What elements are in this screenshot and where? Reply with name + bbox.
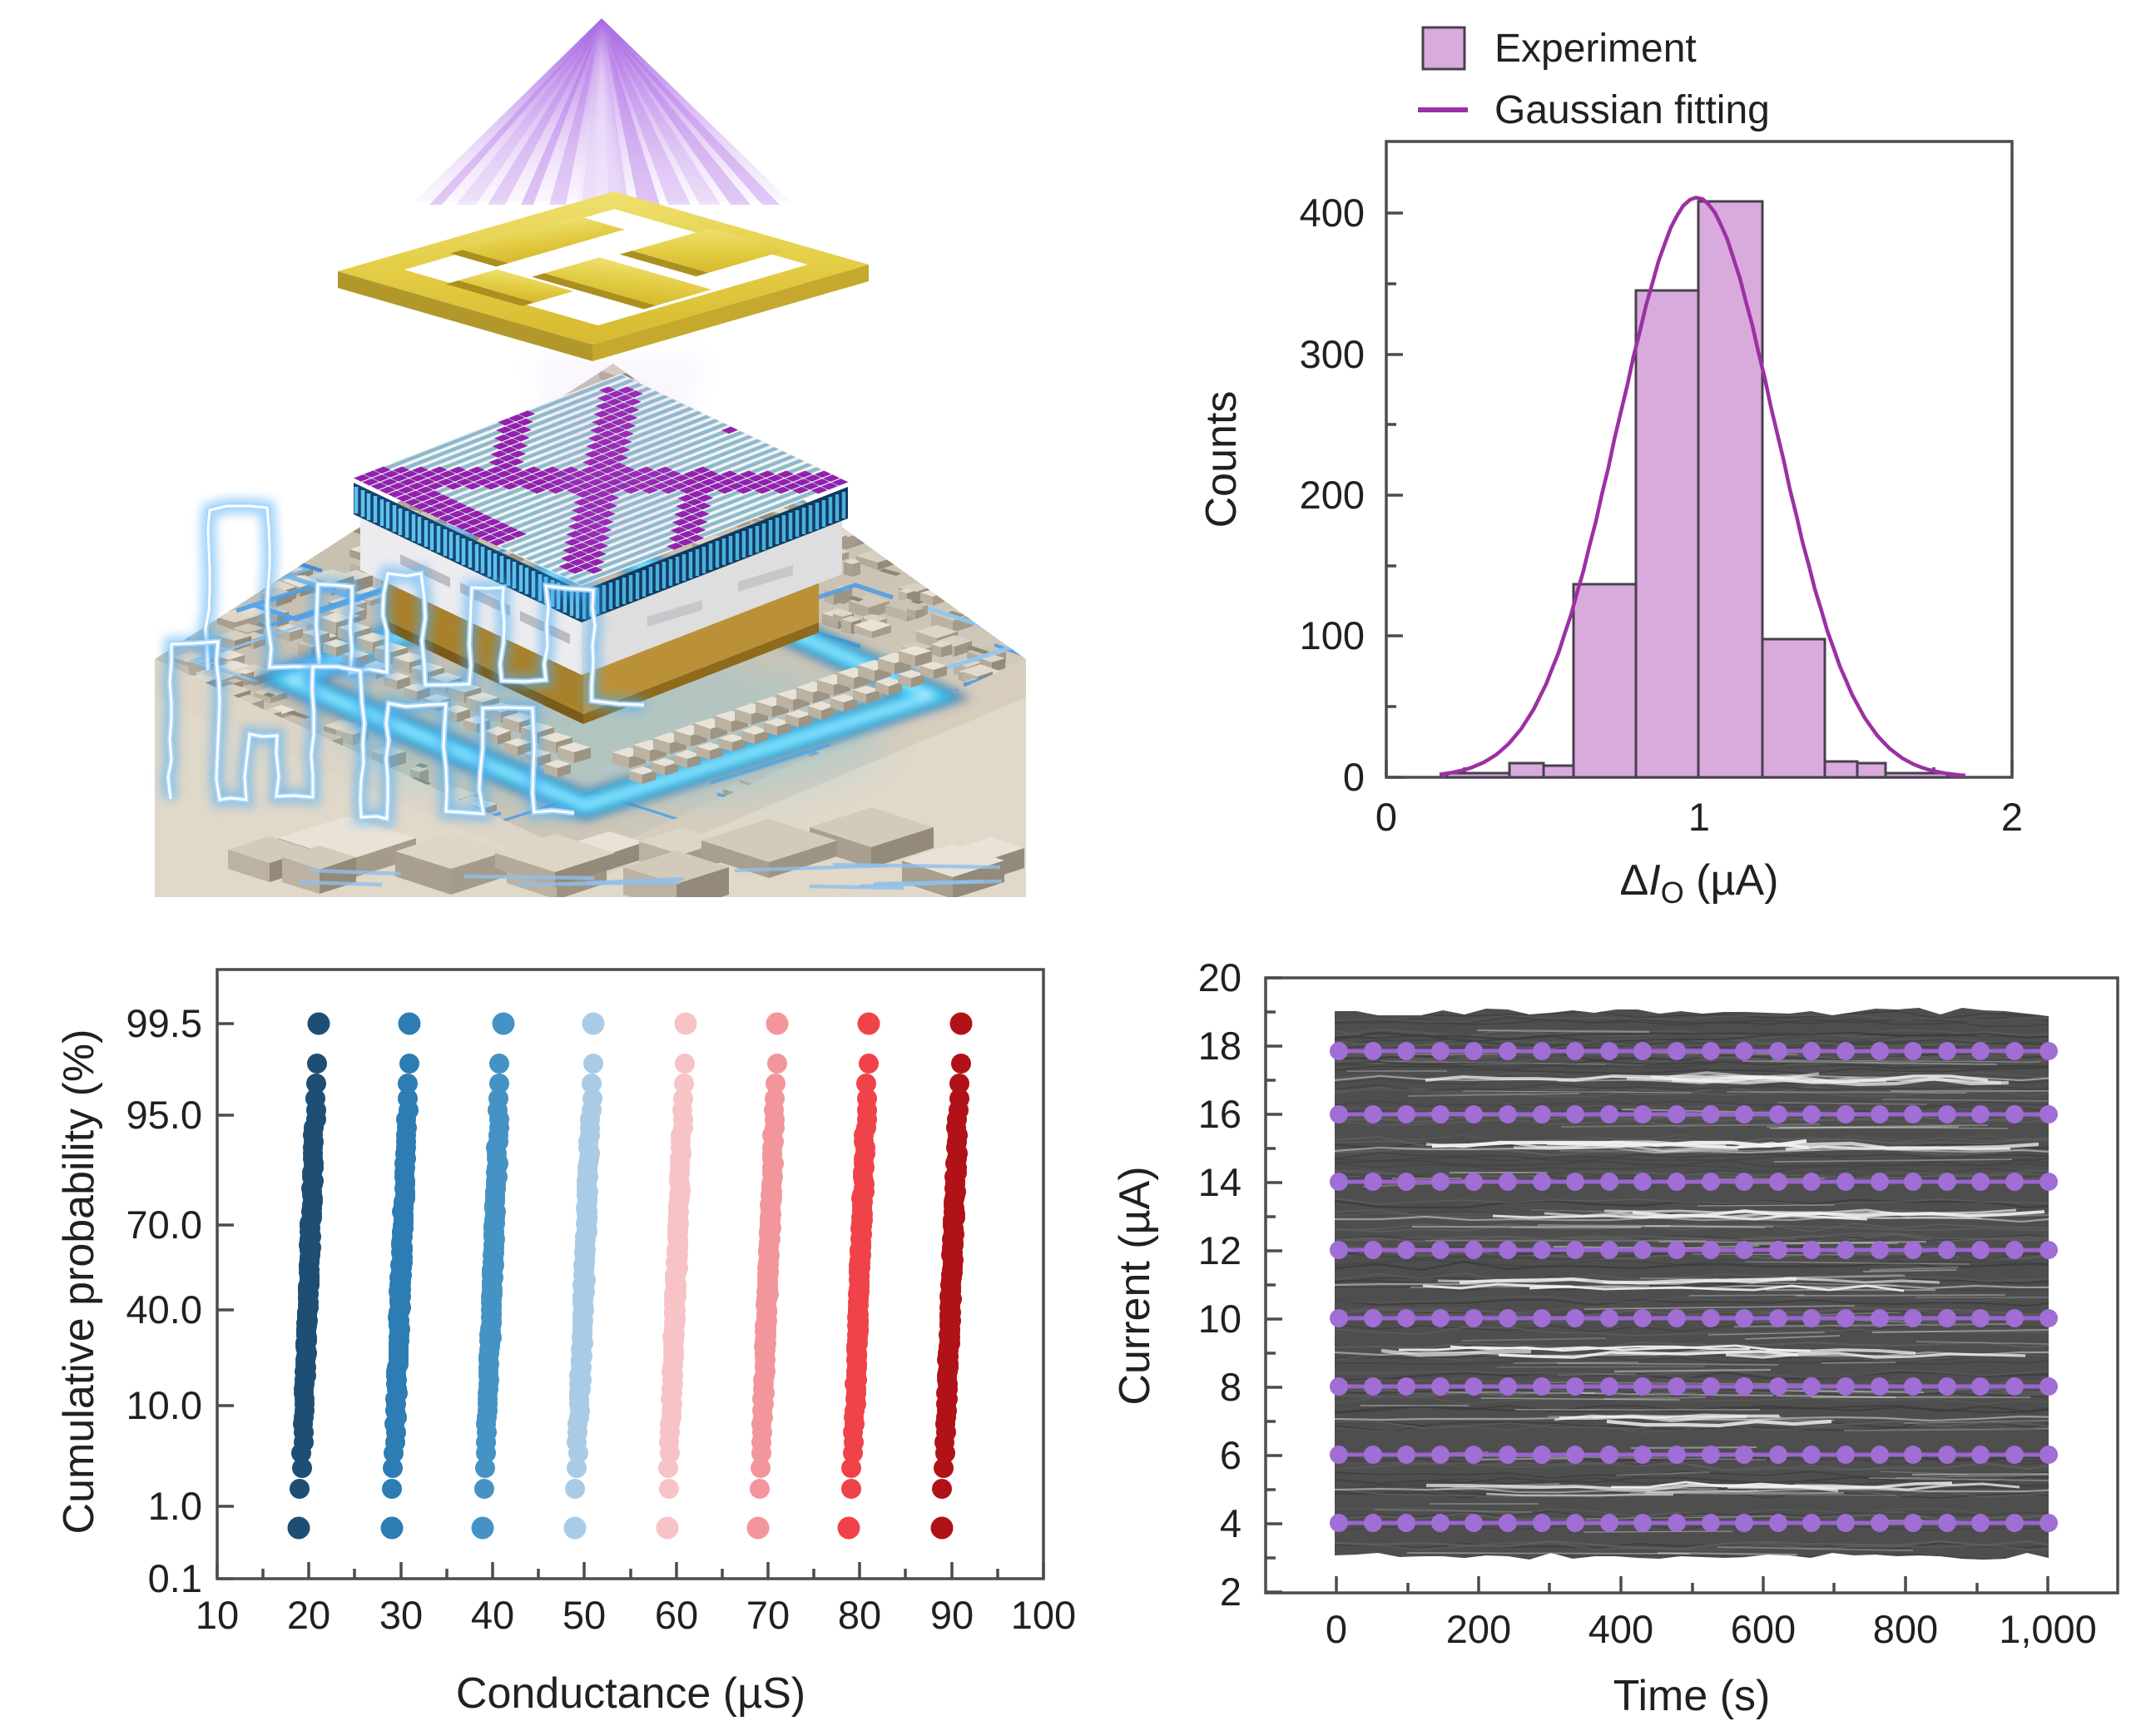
svg-text:6: 6: [1220, 1433, 1242, 1477]
svg-text:20: 20: [287, 1593, 330, 1637]
svg-text:600: 600: [1731, 1607, 1796, 1651]
svg-text:1.0: 1.0: [148, 1484, 202, 1528]
svg-text:1: 1: [1688, 795, 1710, 839]
svg-text:20: 20: [1198, 955, 1242, 999]
svg-text:400: 400: [1588, 1607, 1653, 1651]
svg-text:Time (s): Time (s): [1613, 1672, 1771, 1720]
svg-text:Gaussian fitting: Gaussian fitting: [1494, 88, 1770, 132]
svg-text:800: 800: [1873, 1607, 1938, 1651]
svg-text:16: 16: [1198, 1092, 1242, 1136]
svg-text:0: 0: [1326, 1607, 1347, 1651]
svg-text:0: 0: [1343, 755, 1365, 799]
svg-text:10: 10: [196, 1593, 239, 1637]
svg-text:300: 300: [1300, 332, 1365, 376]
svg-text:Current (µA): Current (µA): [1111, 1166, 1159, 1405]
svg-text:Counts: Counts: [1197, 391, 1246, 528]
svg-text:0: 0: [1375, 795, 1397, 839]
svg-text:ΔIO (µA): ΔIO (µA): [1620, 856, 1779, 910]
svg-text:100: 100: [1011, 1593, 1076, 1637]
svg-text:100: 100: [1300, 613, 1365, 657]
svg-text:80: 80: [838, 1593, 881, 1637]
svg-text:Experiment: Experiment: [1494, 27, 1697, 71]
svg-text:40.0: 40.0: [126, 1287, 202, 1332]
svg-text:Conductance (µS): Conductance (µS): [456, 1669, 805, 1718]
svg-text:50: 50: [563, 1593, 606, 1637]
svg-text:10.0: 10.0: [126, 1383, 202, 1427]
svg-text:200: 200: [1446, 1607, 1511, 1651]
svg-text:2: 2: [2001, 795, 2023, 839]
svg-text:12: 12: [1198, 1228, 1242, 1272]
svg-text:90: 90: [930, 1593, 974, 1637]
svg-text:Cumulative probability (%): Cumulative probability (%): [55, 1029, 103, 1535]
svg-text:2: 2: [1220, 1570, 1242, 1614]
svg-text:18: 18: [1198, 1024, 1242, 1068]
svg-text:99.5: 99.5: [126, 1001, 202, 1045]
svg-text:95.0: 95.0: [126, 1093, 202, 1137]
svg-text:70.0: 70.0: [126, 1203, 202, 1247]
svg-text:30: 30: [379, 1593, 423, 1637]
svg-text:60: 60: [655, 1593, 698, 1637]
svg-text:8: 8: [1220, 1365, 1242, 1409]
svg-text:1,000: 1,000: [1999, 1607, 2097, 1651]
svg-text:14: 14: [1198, 1160, 1242, 1204]
svg-text:10: 10: [1198, 1297, 1242, 1341]
svg-text:40: 40: [471, 1593, 514, 1637]
svg-text:4: 4: [1220, 1501, 1242, 1545]
svg-text:0.1: 0.1: [148, 1556, 202, 1600]
svg-text:200: 200: [1300, 473, 1365, 517]
svg-text:400: 400: [1300, 191, 1365, 235]
svg-text:70: 70: [746, 1593, 790, 1637]
